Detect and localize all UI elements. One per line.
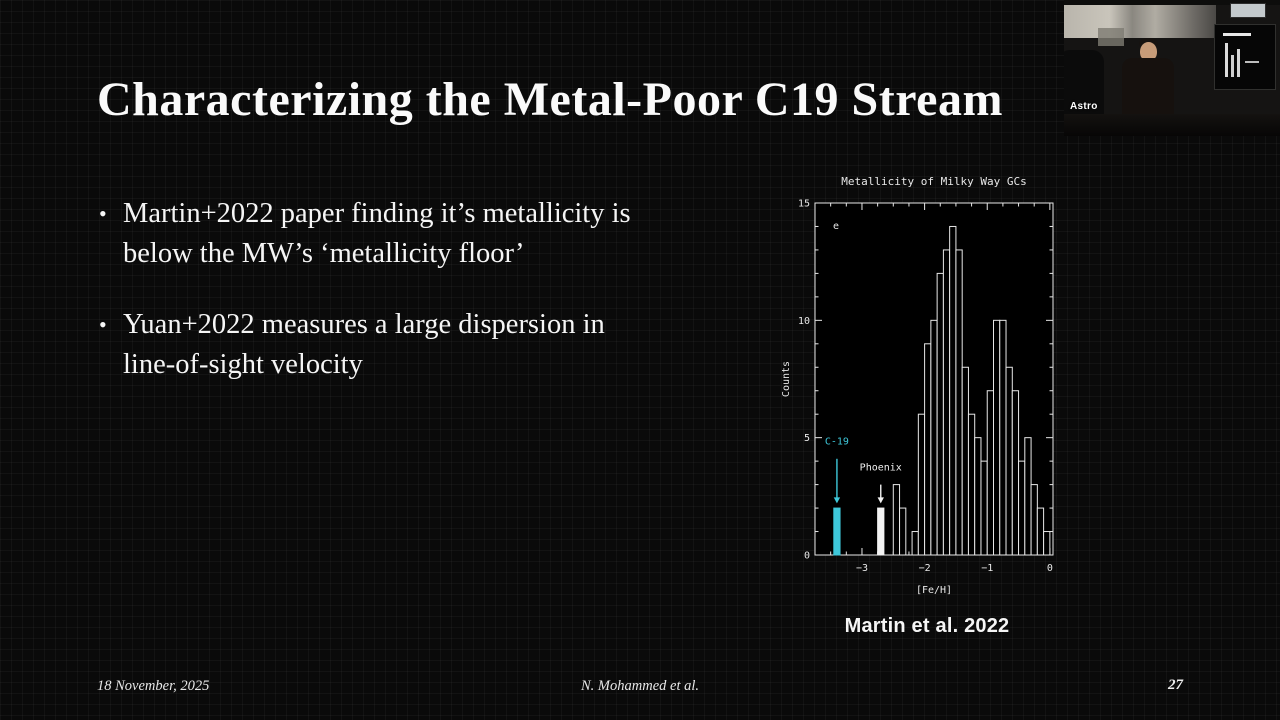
- page-number: 27: [1168, 677, 1183, 693]
- bullet-list: Martin+2022 paper finding it’s metallici…: [99, 194, 659, 416]
- presenter-body: [1122, 58, 1174, 120]
- wall-monitor-icon: [1230, 3, 1266, 18]
- metallicity-histogram-svg: Metallicity of Milky Way GCs −3 −2 −1 0 0 5 10 1…: [781, 175, 1054, 596]
- video-watermark-label: Astro: [1070, 101, 1098, 112]
- projected-chart-marks: [1237, 49, 1240, 77]
- chart-caption: Martin et al. 2022: [844, 615, 1010, 637]
- svg-text:Counts: Counts: [781, 361, 792, 397]
- projected-chart-marks: [1225, 43, 1228, 77]
- classroom-floor: [1064, 114, 1280, 136]
- svg-text:C-19: C-19: [825, 437, 849, 448]
- svg-text:−1: −1: [981, 563, 993, 574]
- projected-chart-marks: [1245, 61, 1259, 63]
- svg-text:15: 15: [798, 199, 810, 210]
- svg-text:Phoenix: Phoenix: [860, 463, 902, 474]
- svg-text:[Fe/H]: [Fe/H]: [916, 585, 952, 596]
- webcam-video[interactable]: Astro: [1064, 0, 1280, 136]
- svg-text:0: 0: [1047, 563, 1053, 574]
- projected-chart-marks: [1223, 33, 1251, 36]
- presenter-face: [1140, 42, 1157, 61]
- svg-text:−3: −3: [856, 563, 868, 574]
- svg-text:10: 10: [798, 316, 810, 327]
- bullet-item-velocity-dispersion: Yuan+2022 measures a large dispersion in…: [99, 305, 659, 385]
- footer-date: 18 November, 2025: [97, 678, 210, 694]
- classroom-wall: [1064, 0, 1216, 38]
- svg-text:0: 0: [804, 551, 810, 562]
- screen-glow: [1098, 28, 1124, 46]
- footer-credit: N. Mohammed et al.: [581, 678, 699, 694]
- bullet-item-metallicity-floor: Martin+2022 paper finding it’s metallici…: [99, 194, 659, 274]
- metallicity-histogram: Metallicity of Milky Way GCs −3 −2 −1 0 0 5 10 1…: [775, 163, 1075, 608]
- classroom-ceiling: [1064, 0, 1280, 5]
- svg-text:−2: −2: [919, 563, 931, 574]
- svg-text:Metallicity of Milky Way GCs: Metallicity of Milky Way GCs: [841, 175, 1026, 188]
- projected-chart-marks: [1231, 55, 1234, 77]
- svg-text:5: 5: [804, 433, 810, 444]
- slide-title: Characterizing the Metal-Poor C19 Stream: [97, 73, 1003, 126]
- svg-text:e: e: [833, 221, 839, 232]
- projector-screen: [1214, 24, 1276, 90]
